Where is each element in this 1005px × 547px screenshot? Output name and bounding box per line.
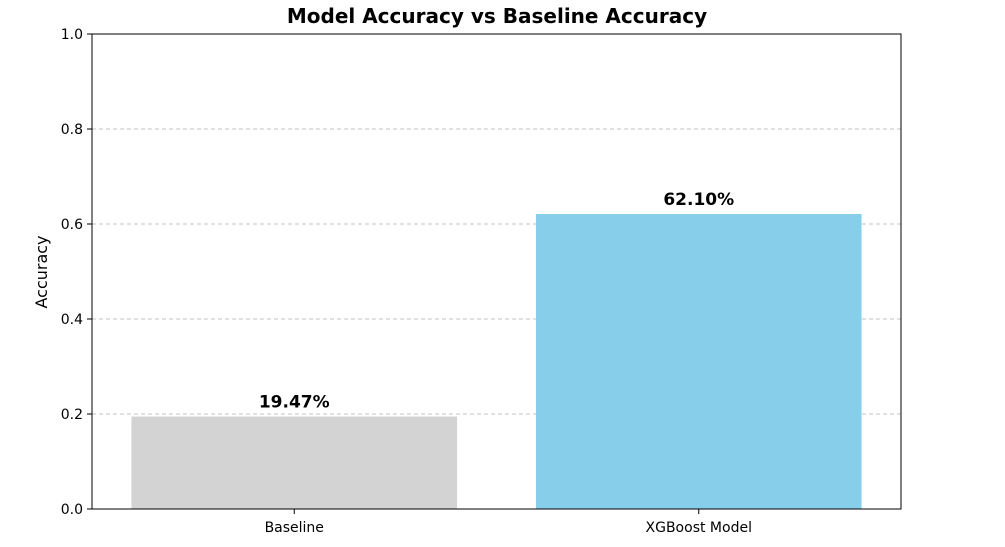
y-tick-label: 1.0 [61,27,83,43]
y-ticks: 0.0 0.2 0.4 0.6 0.8 1.0 [61,27,92,518]
data-label: 19.47% [259,393,330,413]
bars [131,214,862,509]
bar-baseline [131,416,458,509]
y-axis-label: Accuracy [32,235,51,308]
chart-title: Model Accuracy vs Baseline Accuracy [287,4,707,28]
y-tick-label: 0.4 [61,312,83,328]
x-tick-label: XGBoost Model [646,520,752,536]
x-ticks: Baseline XGBoost Model [265,509,752,536]
y-tick-label: 0.8 [61,122,83,138]
axes [91,33,902,510]
y-tick-label: 0.0 [61,502,83,518]
data-label: 62.10% [663,190,734,210]
x-tick-label: Baseline [265,520,324,536]
y-tick-label: 0.2 [61,407,83,423]
y-tick-label: 0.6 [61,217,83,233]
data-labels: 19.47% 62.10% [259,190,734,412]
bar-xgboost-model [535,214,862,509]
plot-frame [91,33,902,510]
